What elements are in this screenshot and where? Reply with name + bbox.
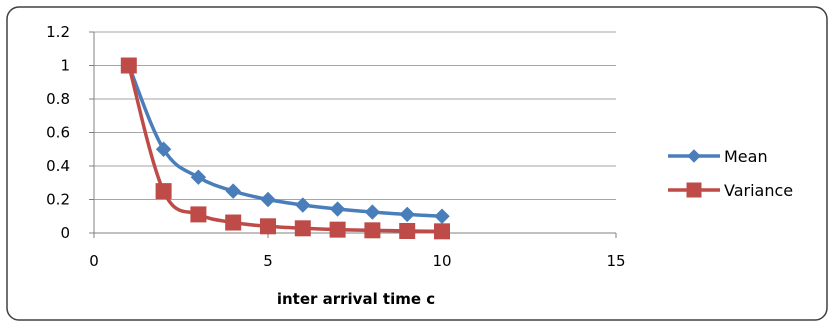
series-line-mean <box>127 64 443 218</box>
variance-point-6 <box>329 221 346 238</box>
legend: Mean Variance <box>668 147 793 200</box>
variance-point-0 <box>120 57 137 74</box>
legend-label-mean: Mean <box>724 147 768 166</box>
mean-point-8 <box>399 206 415 223</box>
variance-point-7 <box>364 222 381 239</box>
variance-point-4 <box>260 218 276 235</box>
variance-point-9 <box>434 223 450 240</box>
y-tick-label-4: 0.8 <box>46 90 70 108</box>
legend-item-mean: Mean <box>668 147 768 166</box>
legend-marker-mean <box>687 149 701 163</box>
y-tick-label-6: 1.2 <box>46 23 70 41</box>
y-tick-labels: 0 0.2 0.4 0.6 0.8 1 1.2 <box>46 23 70 242</box>
variance-point-5 <box>294 220 311 237</box>
y-tick-label-2: 0.4 <box>46 157 70 175</box>
x-tick-label-2: 10 <box>432 252 451 270</box>
legend-marker-variance <box>686 182 702 198</box>
chart: 0 0.2 0.4 0.6 0.8 1 1.2 0 5 10 15 inter arrival t… <box>6 6 828 321</box>
y-tick-label-0: 0 <box>60 224 70 242</box>
mean-point-2 <box>190 169 207 185</box>
chart-border <box>6 6 828 321</box>
mean-point-4 <box>260 191 276 208</box>
legend-item-variance: Variance <box>668 181 793 200</box>
mean-point-3 <box>225 183 241 199</box>
series-group <box>120 57 450 240</box>
x-tick-label-1: 5 <box>263 252 273 270</box>
mean-point-1 <box>155 141 172 157</box>
mean-point-9 <box>434 208 450 224</box>
mean-point-7 <box>364 204 381 220</box>
x-tick-labels: 0 5 10 15 <box>89 252 625 270</box>
series-variance <box>120 57 450 240</box>
y-tick-label-1: 0.2 <box>46 191 70 209</box>
y-tick-label-3: 0.6 <box>46 124 70 142</box>
x-tick-label-0: 0 <box>89 252 99 270</box>
x-tick-label-3: 15 <box>606 252 625 270</box>
variance-point-8 <box>399 222 416 239</box>
y-tick-label-5: 1 <box>60 57 70 75</box>
legend-label-variance: Variance <box>724 181 793 200</box>
mean-point-5 <box>295 197 311 213</box>
variance-point-1 <box>155 183 172 200</box>
x-axis-label: inter arrival time c <box>277 290 435 308</box>
mean-point-6 <box>329 201 346 217</box>
variance-point-2 <box>190 206 207 223</box>
variance-point-3 <box>225 214 242 231</box>
